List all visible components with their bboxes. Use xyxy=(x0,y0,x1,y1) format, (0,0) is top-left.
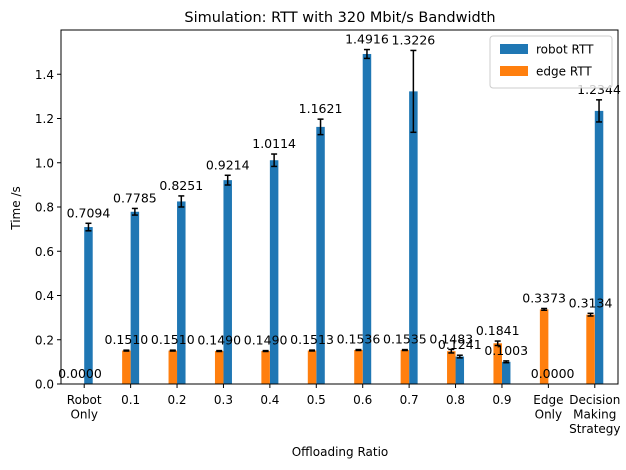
value-label-robot-9: 0.1003 xyxy=(484,343,528,358)
legend: robot RTT edge RTT xyxy=(489,35,613,89)
x-tick-label: 0.6 xyxy=(353,393,372,407)
x-tick-label: Robot xyxy=(67,393,102,407)
value-label-robot-2: 0.8251 xyxy=(159,178,203,193)
bar-edge-3 xyxy=(214,351,224,384)
legend-swatch-1 xyxy=(500,66,528,76)
value-label-edge-8: 0.1483 xyxy=(429,331,473,346)
y-tick-label: 1.4 xyxy=(35,68,54,82)
bar-robot-2 xyxy=(177,201,186,384)
x-tick-label: Only xyxy=(70,408,98,422)
y-tick-label: 0.8 xyxy=(35,201,54,215)
x-tick-label: 0.2 xyxy=(167,393,186,407)
value-label-robot-3: 0.9214 xyxy=(206,157,250,172)
bar-robot-1 xyxy=(130,211,140,384)
value-label-robot-1: 0.7785 xyxy=(113,190,157,205)
value-label-robot-5: 1.1621 xyxy=(299,101,343,116)
value-label-edge-5: 0.1513 xyxy=(290,332,334,347)
x-tick-label: 0.8 xyxy=(446,393,465,407)
bar-edge-11 xyxy=(586,314,595,384)
value-label-edge-9: 0.1841 xyxy=(476,323,520,338)
bar-robot-7 xyxy=(409,91,418,384)
x-tick-label: 0.7 xyxy=(400,393,419,407)
chart-title: Simulation: RTT with 320 Mbit/s Bandwidt… xyxy=(184,10,495,26)
value-label-edge-1: 0.1510 xyxy=(105,332,149,347)
value-label-edge-0: 0.0000 xyxy=(58,366,102,381)
value-label-edge-11: 0.3134 xyxy=(569,295,613,310)
bar-edge-5 xyxy=(307,350,317,384)
x-tick-label: 0.4 xyxy=(260,393,279,407)
bar-robot-0 xyxy=(84,227,93,384)
y-tick-label: 0.6 xyxy=(35,245,54,259)
bar-robot-11 xyxy=(594,110,604,384)
y-tick-label: 0.0 xyxy=(35,378,54,392)
y-tick-label: 0.2 xyxy=(35,333,54,347)
value-label-robot-4: 1.0114 xyxy=(252,136,296,151)
legend-swatch-0 xyxy=(500,44,528,54)
x-tick-label: Edge xyxy=(533,393,563,407)
value-label-edge-6: 0.1536 xyxy=(337,332,381,347)
value-label-robot-8: 0.1241 xyxy=(438,337,482,352)
y-tick-label: 1.2 xyxy=(35,112,54,126)
value-label-edge-7: 0.1535 xyxy=(383,332,427,347)
bar-robot-8 xyxy=(455,356,465,384)
value-label-edge-10: 0.3373 xyxy=(522,290,566,305)
bar-edge-9 xyxy=(493,343,502,384)
bar-edge-8 xyxy=(447,351,456,384)
x-tick-label: Only xyxy=(535,408,563,422)
bar-edge-7 xyxy=(400,350,410,384)
x-tick-label: 0.1 xyxy=(121,393,140,407)
bar-robot-3 xyxy=(223,180,232,384)
y-tick-label: 1.0 xyxy=(35,156,54,170)
x-axis-title: Offloading Ratio xyxy=(292,445,389,459)
legend-label-0: robot RTT xyxy=(536,43,594,57)
y-axis-title: Time /s xyxy=(9,186,23,230)
x-tick-label: Making xyxy=(573,408,616,422)
x-tick-label: 0.5 xyxy=(307,393,326,407)
errorbars-layer xyxy=(85,48,603,364)
legend-label-1: edge RTT xyxy=(536,65,592,79)
value-label-edge-4: 0.1490 xyxy=(244,333,288,348)
bar-robot-5 xyxy=(316,126,325,384)
x-tick-label: 0.3 xyxy=(214,393,233,407)
value-label-robot-7: 1.3226 xyxy=(392,32,436,47)
bar-robot-4 xyxy=(269,160,279,384)
y-tick-label: 0.4 xyxy=(35,289,54,303)
value-label-robot-0: 0.7094 xyxy=(67,205,111,220)
x-tick-label: Strategy xyxy=(569,422,620,436)
bar-edge-6 xyxy=(354,350,363,384)
bar-edge-2 xyxy=(168,350,178,384)
value-label-edge-2: 0.1510 xyxy=(151,332,195,347)
value-label-robot-6: 1.4916 xyxy=(345,32,389,47)
value-label-robot-10: 0.0000 xyxy=(531,366,575,381)
bar-robot-9 xyxy=(501,361,511,384)
bars-layer xyxy=(84,53,604,385)
bar-edge-1 xyxy=(122,350,131,384)
bar-robot-6 xyxy=(362,53,372,385)
x-tick-label: Decision xyxy=(569,393,620,407)
value-label-edge-3: 0.1490 xyxy=(197,333,241,348)
bar-edge-10 xyxy=(539,309,549,384)
x-tick-label: 0.9 xyxy=(492,393,511,407)
bar-edge-4 xyxy=(261,351,270,384)
